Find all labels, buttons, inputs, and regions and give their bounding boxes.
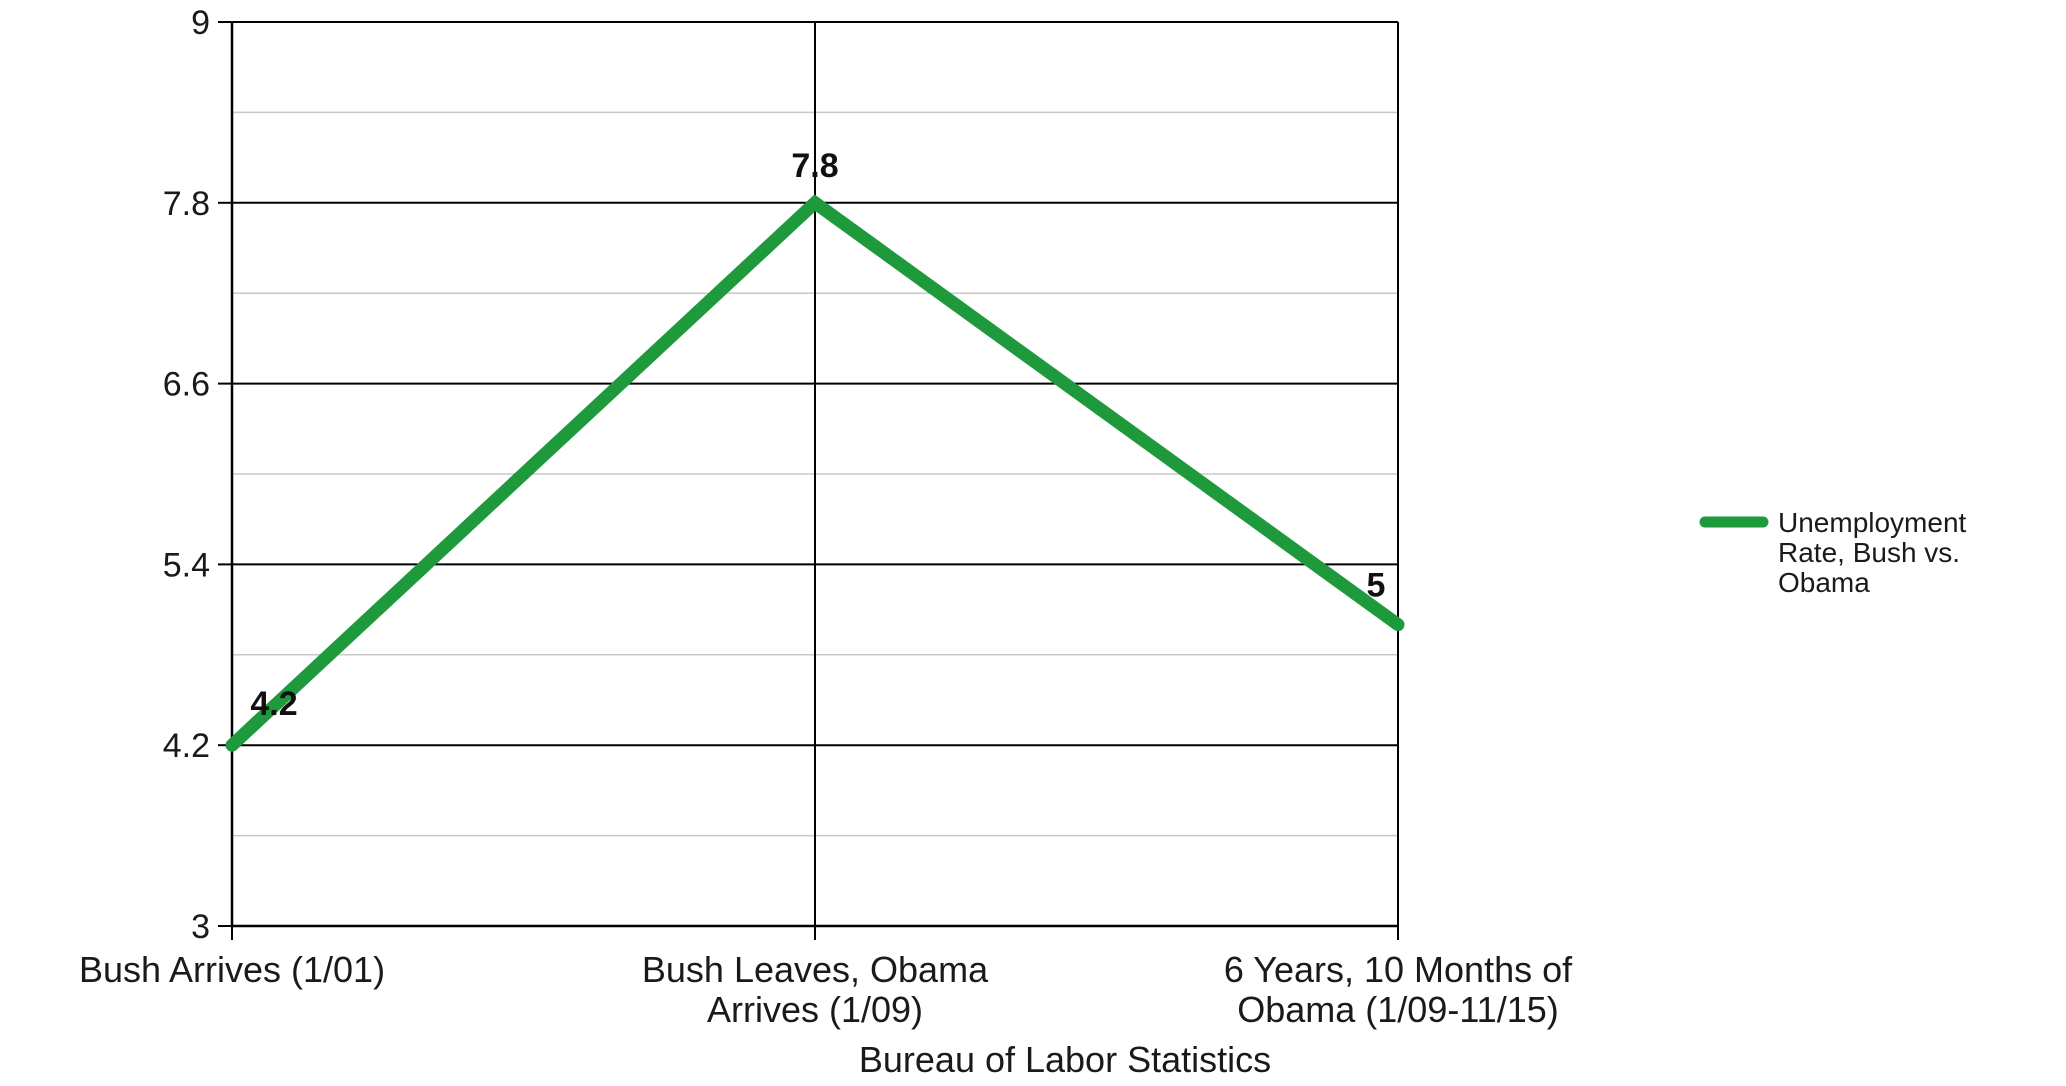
- x-category-label-line: Obama (1/09-11/15): [1237, 989, 1559, 1030]
- x-category-label-line: Bush Leaves, Obama: [642, 949, 989, 990]
- legend-label-line: Rate, Bush vs.: [1778, 537, 1960, 568]
- legend: Unemployment Rate, Bush vs. Obama: [1699, 507, 1967, 598]
- x-axis-ticks: Bush Arrives (1/01) Bush Leaves, Obama Arr…: [79, 926, 1573, 1030]
- x-axis-title: Bureau of Labor Statistics: [859, 1039, 1271, 1080]
- data-label: 4.2: [250, 685, 297, 723]
- y-tick-label: 5.4: [163, 546, 210, 584]
- series-lines: [225, 194, 1405, 752]
- data-label: 5: [1367, 567, 1386, 605]
- x-category-label: Bush Leaves, Obama Arrives (1/09): [642, 949, 989, 1030]
- legend-label: Unemployment Rate, Bush vs. Obama: [1778, 507, 1967, 598]
- legend-label-line: Unemployment: [1778, 507, 1967, 538]
- x-category-label-line: 6 Years, 10 Months of: [1224, 949, 1573, 990]
- y-axis-ticks: 3 4.2 5.4 6.6 7.8 9: [163, 4, 232, 946]
- y-tick-label: 3: [191, 908, 210, 946]
- x-category-label: 6 Years, 10 Months of Obama (1/09-11/15): [1224, 949, 1573, 1030]
- y-tick-label: 7.8: [163, 185, 210, 223]
- series-line: [225, 194, 1405, 752]
- y-tick-label: 4.2: [163, 727, 210, 765]
- y-tick-label: 6.6: [163, 366, 210, 404]
- x-category-label: Bush Arrives (1/01): [79, 949, 385, 990]
- x-category-label-line: Arrives (1/09): [707, 989, 923, 1030]
- legend-label-line: Obama: [1778, 567, 1870, 598]
- data-labels: 4.2 7.8 5: [250, 147, 1385, 723]
- y-tick-label: 9: [191, 4, 210, 42]
- x-category-label-line: Bush Arrives (1/01): [79, 949, 385, 990]
- data-label: 7.8: [791, 147, 838, 185]
